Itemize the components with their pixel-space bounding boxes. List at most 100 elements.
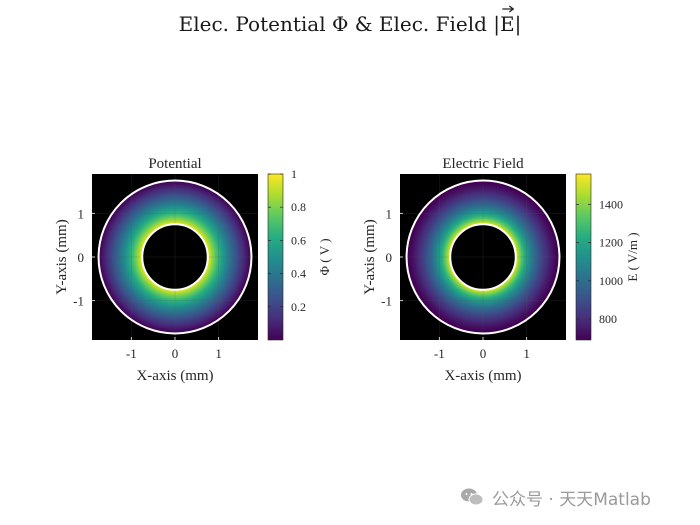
outer-boundary bbox=[97, 179, 253, 335]
field-ring bbox=[126, 208, 224, 306]
field-ring bbox=[104, 186, 246, 328]
field-ring bbox=[106, 188, 244, 326]
x-tick-label: -1 bbox=[434, 346, 445, 361]
field-ring bbox=[448, 222, 518, 292]
field-ring bbox=[128, 210, 222, 304]
field-ring bbox=[118, 200, 232, 314]
colorbar-tick-label: 1 bbox=[291, 167, 297, 181]
colorbar-tick-label: 0.2 bbox=[291, 300, 306, 314]
field-ring bbox=[138, 220, 212, 294]
field-ring bbox=[114, 196, 236, 318]
field-ring bbox=[416, 190, 550, 324]
field-ring bbox=[422, 196, 544, 318]
field-ring bbox=[427, 201, 539, 313]
field-ring bbox=[128, 210, 222, 304]
colorbar-tick-label: 1000 bbox=[599, 274, 623, 288]
field-ring bbox=[433, 207, 533, 307]
field-ring bbox=[411, 185, 555, 329]
field-ring bbox=[120, 202, 230, 312]
field-ring bbox=[134, 216, 216, 298]
field-ring bbox=[446, 220, 520, 294]
field-ring bbox=[127, 209, 223, 305]
y-tick-label: 0 bbox=[78, 250, 85, 265]
field-ring bbox=[130, 212, 220, 302]
field-ring bbox=[428, 202, 538, 312]
field-ring bbox=[98, 180, 252, 334]
x-tick-label: 1 bbox=[523, 346, 530, 361]
x-tick-label: -1 bbox=[126, 346, 137, 361]
field-ring bbox=[105, 187, 245, 327]
field-ring bbox=[437, 211, 529, 303]
colorbar-tick-label: 1400 bbox=[599, 198, 623, 212]
field-ring bbox=[415, 189, 551, 325]
field-ring bbox=[101, 183, 249, 331]
field-ring bbox=[413, 187, 553, 327]
field-potential bbox=[98, 180, 252, 334]
field-ring bbox=[409, 183, 557, 331]
field-ring bbox=[425, 199, 541, 315]
field-ring bbox=[122, 204, 228, 310]
field-ring bbox=[444, 218, 522, 296]
wechat-icon bbox=[461, 488, 484, 506]
field-ring bbox=[433, 207, 533, 307]
field-ring bbox=[422, 196, 544, 318]
field-ring bbox=[104, 186, 246, 328]
field-ring bbox=[414, 188, 552, 326]
field-ring bbox=[101, 183, 249, 331]
field-ring bbox=[417, 191, 549, 323]
subplot-1: -1 0 1 -1 0 1 Potential X-axis (mm) Y-axis (mm) 0… bbox=[54, 156, 332, 384]
subplot-title: Potential bbox=[148, 156, 201, 172]
y-tick-label: 1 bbox=[78, 206, 85, 221]
field-ring bbox=[123, 205, 227, 309]
field-ring bbox=[119, 201, 231, 313]
y-axis-label: Y-axis (mm) bbox=[54, 219, 70, 294]
field-ring bbox=[446, 220, 520, 294]
field-ring bbox=[129, 211, 221, 303]
field-ring bbox=[135, 217, 215, 297]
y-tick-label: 1 bbox=[386, 206, 393, 221]
y-tick-label: -1 bbox=[381, 294, 392, 309]
field-electric_field bbox=[406, 180, 560, 334]
field-ring bbox=[130, 212, 220, 302]
field-ring bbox=[447, 221, 519, 293]
field-ring bbox=[410, 184, 556, 330]
field-ring bbox=[426, 200, 540, 314]
watermark: 公众号 · 天天Matlab bbox=[460, 484, 651, 510]
field-ring bbox=[133, 215, 217, 299]
field-ring bbox=[421, 195, 545, 319]
field-ring bbox=[440, 214, 526, 300]
field-ring bbox=[443, 217, 523, 297]
colorbar-tick-label: 0.6 bbox=[291, 233, 306, 247]
colorbar-label: E ( V/m ) bbox=[625, 232, 640, 281]
field-ring bbox=[438, 212, 528, 302]
field-ring bbox=[444, 218, 522, 296]
field-ring bbox=[445, 219, 521, 295]
subplot-2: -1 0 1 -1 0 1 Electric Field X-axis (mm) Y-axis … bbox=[362, 156, 640, 384]
field-ring bbox=[420, 194, 546, 320]
field-ring bbox=[406, 180, 560, 334]
field-ring bbox=[432, 206, 534, 308]
x-axis-label: X-axis (mm) bbox=[444, 368, 521, 384]
field-ring bbox=[424, 198, 542, 316]
field-ring bbox=[109, 191, 241, 323]
field-ring bbox=[109, 191, 241, 323]
field-ring bbox=[117, 199, 233, 315]
field-ring bbox=[120, 202, 230, 312]
field-ring bbox=[103, 185, 247, 329]
field-ring bbox=[140, 222, 210, 292]
figure-title: Elec. Potential Φ & Elec. Field |E| bbox=[179, 12, 522, 37]
field-ring bbox=[107, 189, 243, 325]
inner-boundary bbox=[449, 223, 517, 291]
field-ring bbox=[438, 212, 528, 302]
field-ring bbox=[430, 204, 536, 310]
field-ring bbox=[121, 203, 229, 311]
field-ring bbox=[115, 197, 235, 317]
field-ring bbox=[412, 186, 554, 328]
colorbar: 800 1000 1200 1400 E ( V/m ) bbox=[575, 173, 640, 341]
field-ring bbox=[125, 207, 225, 307]
outer-boundary bbox=[405, 179, 561, 335]
y-tick-label: -1 bbox=[73, 294, 84, 309]
field-ring bbox=[417, 191, 549, 323]
